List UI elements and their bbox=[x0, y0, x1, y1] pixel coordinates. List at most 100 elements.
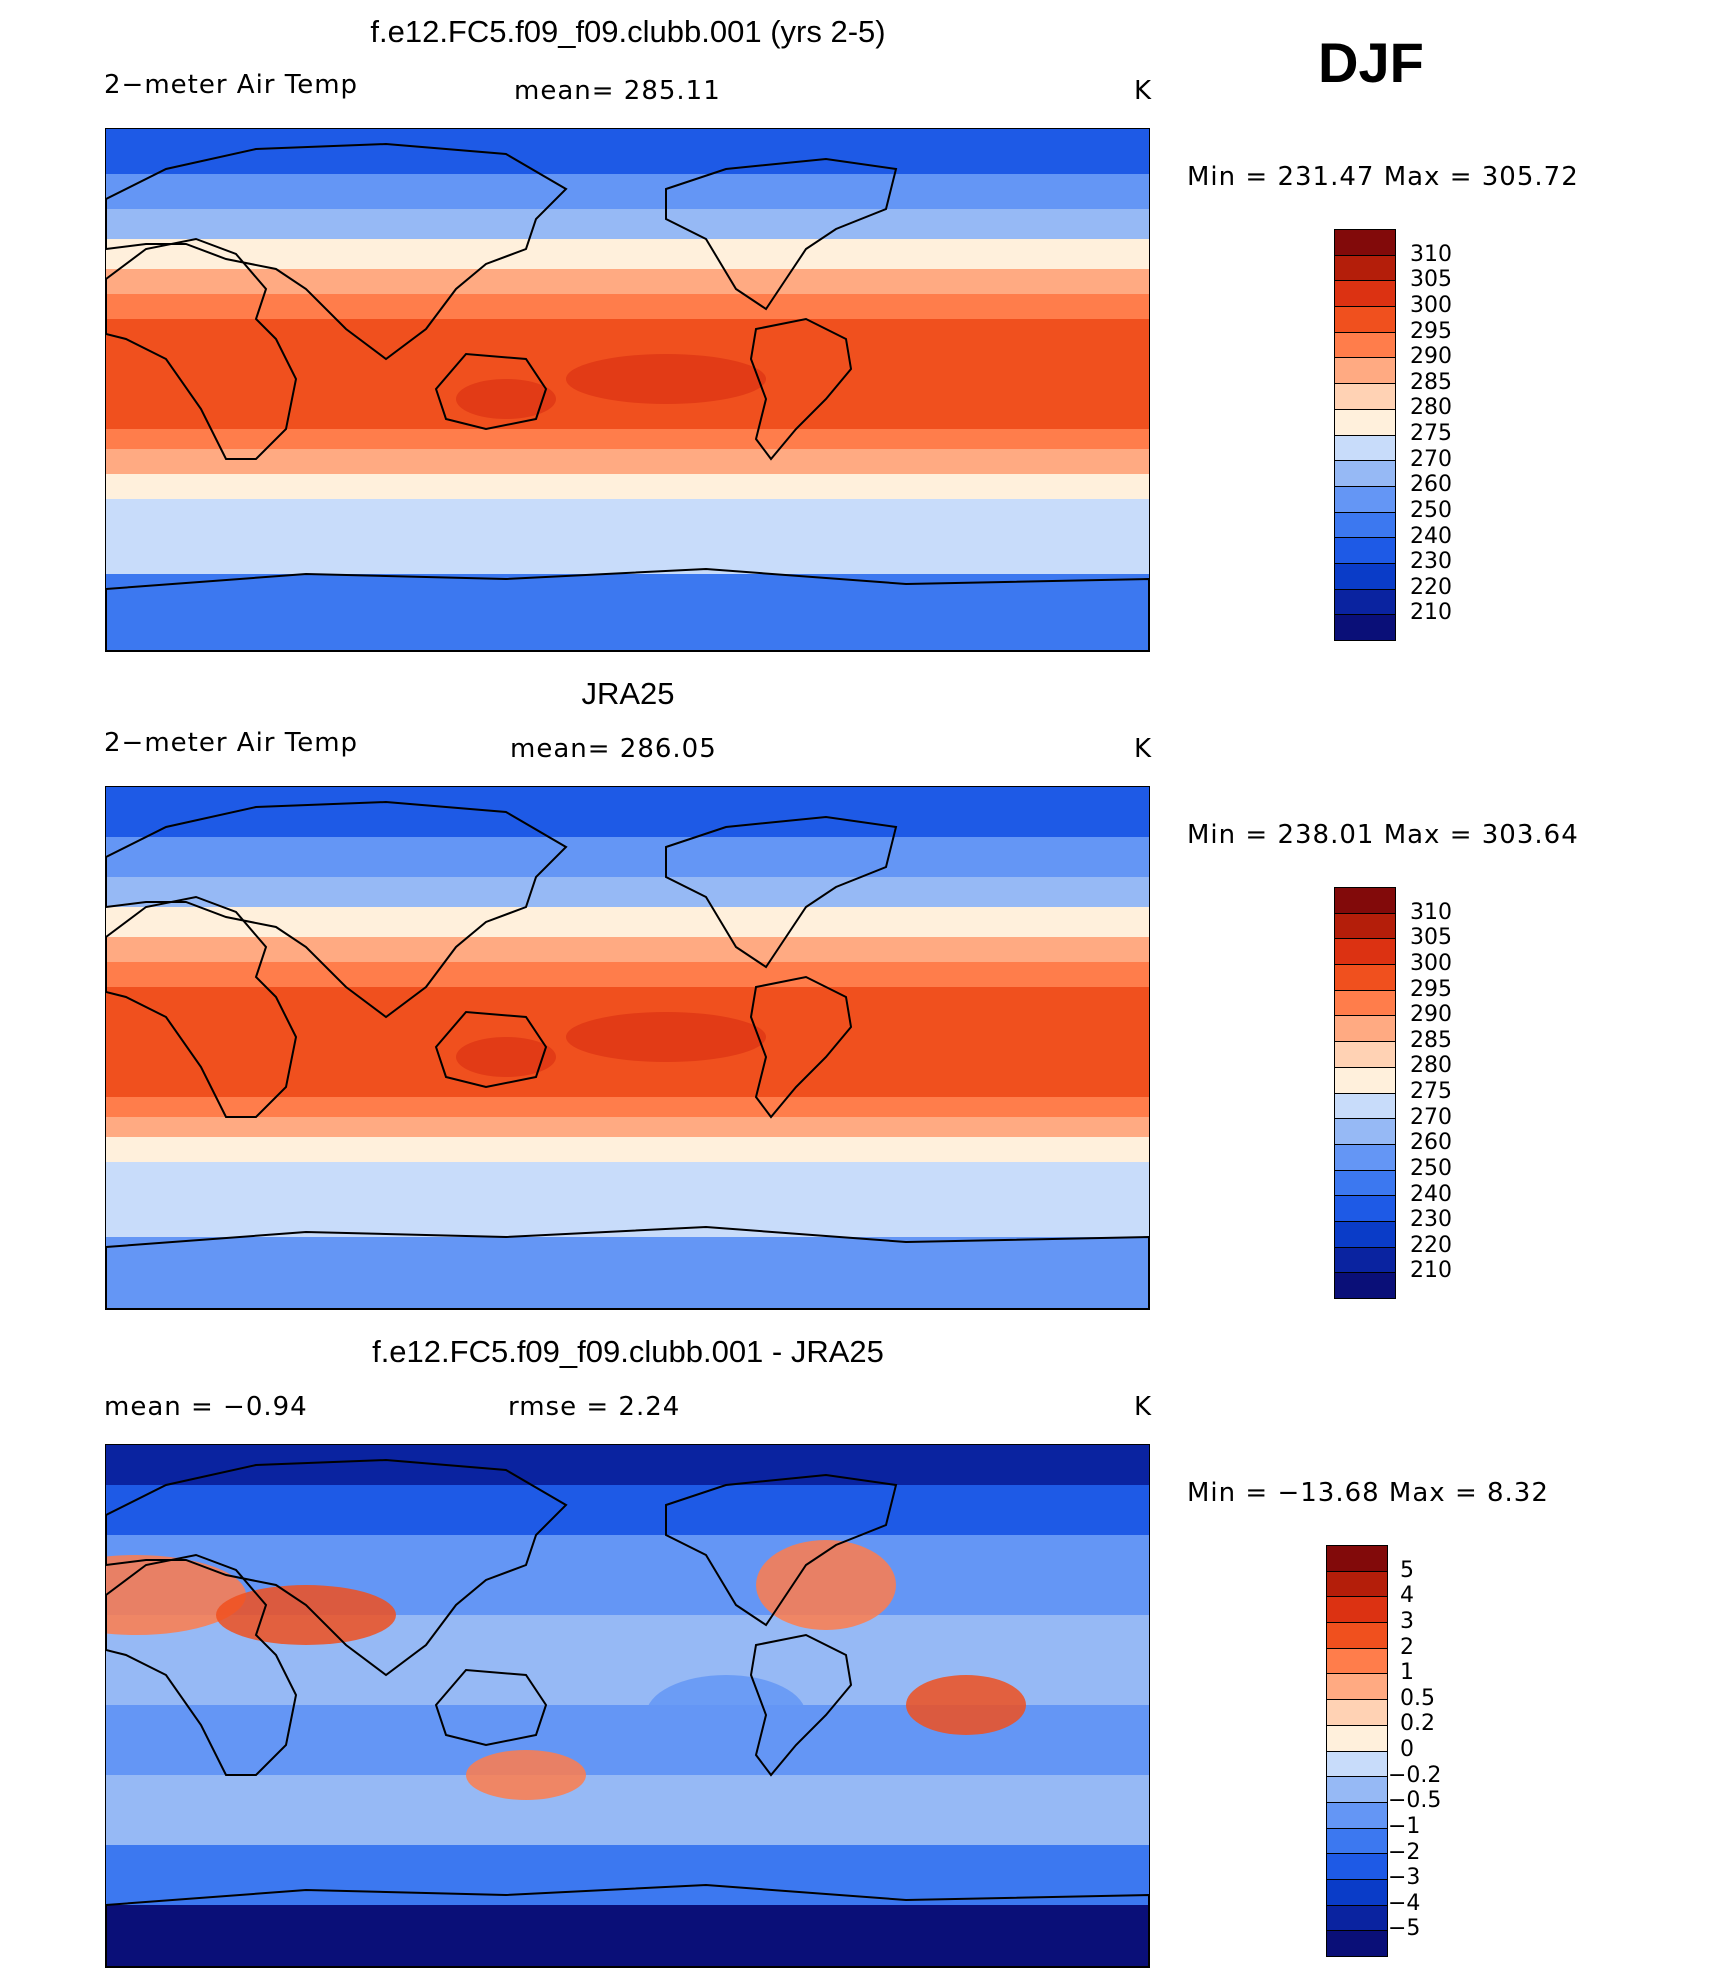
colorbar-tick-label: 250 bbox=[1410, 1155, 1452, 1181]
panel-1-map-field bbox=[106, 129, 1149, 651]
colorbar-swatch bbox=[1327, 1546, 1387, 1571]
colorbar-swatch bbox=[1335, 511, 1395, 538]
colorbar-swatch bbox=[1335, 383, 1395, 409]
colorbar-swatch bbox=[1335, 357, 1395, 384]
colorbar-swatch bbox=[1327, 1673, 1387, 1700]
colorbar-swatch bbox=[1327, 1827, 1387, 1854]
colorbar-swatch bbox=[1335, 588, 1395, 615]
panel-3-minmax: Min = −13.68 Max = 8.32 bbox=[1187, 1478, 1549, 1508]
colorbar-swatch bbox=[1335, 614, 1395, 640]
colorbar-swatch bbox=[1327, 1801, 1387, 1828]
panel-3-colorbar bbox=[1326, 1545, 1388, 1957]
colorbar-tick-label: 310 bbox=[1410, 899, 1452, 925]
colorbar-swatch bbox=[1327, 1596, 1387, 1623]
colorbar-tick-label: 285 bbox=[1410, 1027, 1452, 1053]
colorbar-tick-label: 305 bbox=[1410, 267, 1452, 293]
colorbar-tick-label: 300 bbox=[1410, 292, 1452, 318]
colorbar-tick-label: 275 bbox=[1410, 1079, 1452, 1104]
colorbar-tick-label: 0.2 bbox=[1400, 1711, 1435, 1737]
colorbar-swatch bbox=[1335, 537, 1395, 563]
colorbar-swatch bbox=[1335, 1066, 1395, 1093]
colorbar-tick-label: −5 bbox=[1388, 1916, 1421, 1942]
panel-1-colorbar bbox=[1334, 229, 1396, 641]
colorbar-swatch bbox=[1335, 280, 1395, 307]
season-label: DJF bbox=[1318, 31, 1424, 94]
colorbar-swatch bbox=[1335, 331, 1395, 358]
colorbar-swatch bbox=[1335, 938, 1395, 965]
panel-2-title: JRA25 bbox=[581, 676, 675, 711]
colorbar-swatch bbox=[1327, 1878, 1387, 1905]
colorbar-tick-label: 270 bbox=[1410, 1104, 1452, 1130]
colorbar-tick-label: 275 bbox=[1410, 421, 1452, 446]
colorbar-swatch bbox=[1327, 1570, 1387, 1597]
colorbar-tick-label: 210 bbox=[1410, 1258, 1452, 1284]
colorbar-tick-label: 285 bbox=[1410, 369, 1452, 395]
colorbar-tick-label: 210 bbox=[1410, 600, 1452, 626]
colorbar-tick-label: 290 bbox=[1410, 344, 1452, 370]
colorbar-tick-label: 2 bbox=[1400, 1634, 1414, 1660]
panel-1-minmax: Min = 231.47 Max = 305.72 bbox=[1187, 162, 1579, 192]
colorbar-tick-label: 295 bbox=[1410, 318, 1452, 344]
colorbar-swatch bbox=[1327, 1750, 1387, 1777]
panel-3-map bbox=[105, 1444, 1150, 1968]
colorbar-tick-label: 0.5 bbox=[1400, 1685, 1435, 1711]
panel-1-map bbox=[105, 128, 1150, 652]
colorbar-tick-label: 4 bbox=[1400, 1583, 1414, 1609]
colorbar-tick-label: 290 bbox=[1410, 1002, 1452, 1028]
colorbar-tick-label: 305 bbox=[1410, 925, 1452, 951]
panel-2-map-field bbox=[106, 787, 1149, 1309]
colorbar-tick-label: −0.2 bbox=[1388, 1762, 1442, 1788]
panel-1-units: K bbox=[1134, 76, 1153, 106]
colorbar-swatch bbox=[1327, 1724, 1387, 1751]
colorbar-tick-label: 240 bbox=[1410, 523, 1452, 549]
colorbar-tick-label: 250 bbox=[1410, 497, 1452, 523]
colorbar-swatch bbox=[1335, 1195, 1395, 1221]
colorbar-swatch bbox=[1327, 1647, 1387, 1674]
colorbar-swatch bbox=[1335, 485, 1395, 512]
colorbar-tick-label: 280 bbox=[1410, 395, 1452, 421]
colorbar-swatch bbox=[1327, 1904, 1387, 1931]
colorbar-swatch bbox=[1335, 964, 1395, 990]
colorbar-tick-label: 280 bbox=[1410, 1053, 1452, 1079]
colorbar-swatch bbox=[1335, 434, 1395, 461]
colorbar-tick-label: 310 bbox=[1410, 241, 1452, 267]
colorbar-tick-label: −0.5 bbox=[1388, 1788, 1442, 1814]
panel-1-colorbar-labels: 210 220 230 240 250 260 270 275 280 285 290 295 300 3… bbox=[1410, 229, 1530, 639]
colorbar-tick-label: 260 bbox=[1410, 472, 1452, 498]
panel-1-center-label: mean= 285.11 bbox=[514, 76, 721, 106]
colorbar-swatch bbox=[1335, 888, 1395, 913]
colorbar-tick-label: 230 bbox=[1410, 1207, 1452, 1233]
colorbar-swatch bbox=[1335, 1092, 1395, 1119]
colorbar-swatch bbox=[1327, 1853, 1387, 1879]
panel-2-colorbar-labels: 210 220 230 240 250 260 270 275 280 285 290 295 300 3… bbox=[1410, 887, 1530, 1297]
colorbar-swatch bbox=[1335, 912, 1395, 939]
colorbar-tick-label: −4 bbox=[1388, 1890, 1421, 1916]
colorbar-tick-label: 270 bbox=[1410, 446, 1452, 472]
colorbar-swatch bbox=[1335, 1118, 1395, 1144]
colorbar-swatch bbox=[1335, 1041, 1395, 1067]
colorbar-tick-label: 1 bbox=[1400, 1660, 1414, 1686]
colorbar-swatch bbox=[1335, 1169, 1395, 1196]
panel-2-left-label: 2−meter Air Temp bbox=[104, 728, 359, 758]
panel-3-center-label: rmse = 2.24 bbox=[508, 1392, 681, 1422]
colorbar-tick-label: 300 bbox=[1410, 950, 1452, 976]
colorbar-tick-label: 220 bbox=[1410, 1232, 1452, 1258]
colorbar-tick-label: 220 bbox=[1410, 574, 1452, 600]
colorbar-tick-label: 5 bbox=[1400, 1557, 1414, 1583]
colorbar-swatch bbox=[1335, 1220, 1395, 1247]
panel-2-center-label: mean= 286.05 bbox=[510, 734, 717, 764]
colorbar-tick-label: 240 bbox=[1410, 1181, 1452, 1207]
panel-1-left-label: 2−meter Air Temp bbox=[104, 70, 359, 100]
colorbar-tick-label: −3 bbox=[1388, 1865, 1421, 1891]
colorbar-swatch bbox=[1327, 1622, 1387, 1648]
colorbar-swatch bbox=[1335, 1272, 1395, 1298]
colorbar-tick-label: −1 bbox=[1388, 1813, 1421, 1839]
colorbar-swatch bbox=[1335, 989, 1395, 1016]
colorbar-swatch bbox=[1335, 230, 1395, 255]
colorbar-swatch bbox=[1327, 1776, 1387, 1802]
colorbar-swatch bbox=[1335, 1015, 1395, 1042]
panel-2-colorbar bbox=[1334, 887, 1396, 1299]
panel-1-title: f.e12.FC5.f09_f09.clubb.001 (yrs 2-5) bbox=[370, 14, 886, 49]
colorbar-swatch bbox=[1335, 408, 1395, 435]
panel-2-minmax: Min = 238.01 Max = 303.64 bbox=[1187, 820, 1579, 850]
